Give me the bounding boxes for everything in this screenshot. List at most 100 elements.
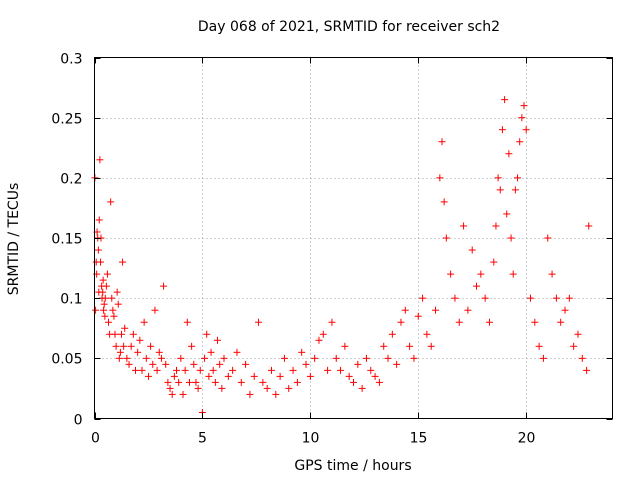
data-point [298,348,306,356]
data-point [345,372,353,380]
data-point [503,210,511,218]
data-point [175,378,183,386]
data-point [136,336,144,344]
data-point [92,306,100,314]
data-point [354,360,362,368]
data-point [494,174,502,182]
data-point [151,306,159,314]
data-point [119,258,127,266]
data-point [194,384,202,392]
data-point [311,354,319,362]
data-point [514,174,522,182]
data-point [393,360,401,368]
data-point [410,354,418,362]
data-point [102,282,110,290]
data-point [255,318,263,326]
data-point [473,282,481,290]
data-point [578,354,586,362]
data-point [341,342,349,350]
data-point [481,294,489,302]
data-point [280,354,288,362]
data-point [117,330,125,338]
y-tick-label: 0.25 [51,112,82,128]
data-point [113,288,121,296]
data-point [423,330,431,338]
data-point [111,330,119,338]
data-point [574,330,582,338]
data-point [388,330,396,338]
y-tick-label: 0.2 [60,172,82,188]
data-point [94,246,102,254]
data-point [105,318,113,326]
data-point [505,150,513,158]
data-point [181,366,189,374]
data-point [427,342,435,350]
data-point [371,372,379,380]
data-point [173,366,181,374]
data-point [149,360,157,368]
x-tick-label: 5 [198,431,207,447]
data-point [324,366,332,374]
data-point [120,342,128,350]
data-point [107,198,115,206]
data-point [477,270,485,278]
data-point [520,102,528,110]
data-point [207,348,215,356]
data-point [142,354,150,362]
data-point [337,366,345,374]
data-point [216,360,224,368]
data-point [460,222,468,230]
data-point [259,378,267,386]
data-point [170,372,178,380]
y-tick-label: 0 [74,413,83,429]
data-point [419,294,427,302]
data-point [267,366,275,374]
x-tick-label: 15 [410,431,428,447]
data-point [114,300,122,308]
data-point [166,384,174,392]
data-point [108,294,116,302]
data-point [552,294,560,302]
data-point [526,294,534,302]
data-point [518,114,526,122]
data-point [218,384,226,392]
data-point [531,318,539,326]
x-tick-label: 10 [302,431,320,447]
data-point [147,342,155,350]
data-point [328,318,336,326]
data-point [289,366,297,374]
data-point [380,342,388,350]
data-point [96,156,104,164]
data-point [498,126,506,134]
data-point [272,390,280,398]
data-point [511,186,519,194]
data-point [285,384,293,392]
data-point [157,354,165,362]
data-point [544,234,552,242]
data-point [203,330,211,338]
data-point [496,186,504,194]
data-point [123,354,131,362]
data-point [350,378,357,386]
data-point [164,378,172,386]
y-tick-label: 0.15 [51,232,82,248]
data-point [406,342,414,350]
data-point [138,366,146,374]
data-point [440,198,448,206]
data-point [315,336,323,344]
data-point [263,384,271,392]
data-point [438,138,446,146]
y-tick-label: 0.3 [60,52,82,68]
data-point [509,270,517,278]
data-point [362,354,370,362]
y-axis-label: SRMTID / TECUs [6,183,22,296]
data-point [214,336,222,344]
data-point [332,354,340,362]
data-point [233,348,241,356]
data-point [535,342,543,350]
data-point [220,354,228,362]
data-point [401,306,409,314]
data-point [492,222,500,230]
data-point [101,294,109,302]
